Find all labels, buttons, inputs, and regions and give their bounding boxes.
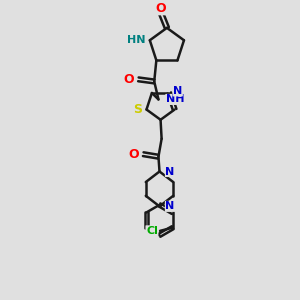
Text: N: N — [165, 201, 175, 212]
Text: O: O — [124, 73, 134, 86]
Text: O: O — [155, 2, 166, 15]
Text: HN: HN — [127, 35, 145, 45]
Text: S: S — [133, 103, 142, 116]
Text: O: O — [128, 148, 139, 161]
Text: Cl: Cl — [146, 226, 158, 236]
Text: N: N — [165, 167, 175, 176]
Text: NH: NH — [166, 94, 184, 104]
Text: N: N — [173, 86, 182, 96]
